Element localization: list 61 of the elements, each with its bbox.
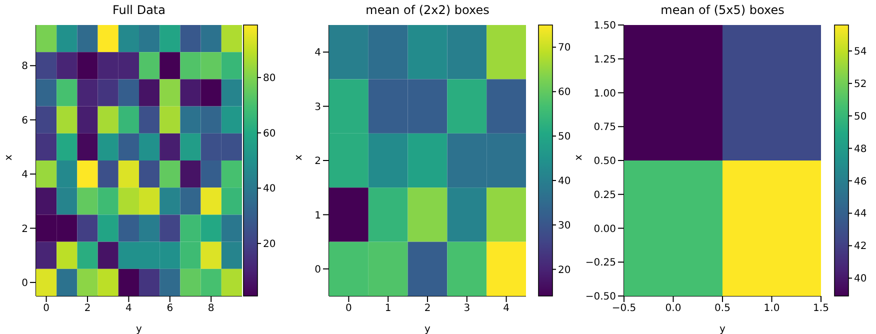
color-bar-label: 44 [854, 208, 867, 220]
chart-title: mean of (2x2) boxes [364, 3, 490, 17]
x-tick-label: 0.5 [714, 303, 730, 314]
x-tick-label: 3 [464, 303, 470, 314]
color-bar-label: 40 [854, 274, 867, 285]
x-tick-label: −0.5 [612, 303, 636, 314]
x-tick-label: 0.0 [665, 303, 682, 314]
color-bar-label: 46 [854, 176, 867, 188]
y-tick-label: 0 [314, 264, 321, 276]
y-axis-title: x [4, 154, 15, 160]
x-tick-label: 1.0 [764, 303, 780, 314]
x-axis-title: y [136, 324, 142, 334]
color-bar-label: 80 [263, 73, 276, 84]
x-tick-label: 0 [43, 303, 50, 314]
x-tick-label: 0 [346, 303, 352, 314]
x-axis-title: y [720, 324, 726, 334]
y-axis-title: x [574, 154, 585, 160]
x-tick-label: 4 [126, 303, 132, 314]
color-bar-label: 20 [558, 264, 571, 276]
x-tick-label: 2 [424, 303, 431, 314]
x-tick-label: 1.5 [813, 303, 829, 314]
color-bar-label: 42 [854, 241, 867, 252]
color-bar-label: 30 [558, 220, 571, 232]
y-tick-label: 1.00 [594, 88, 616, 100]
color-bar-label: 40 [263, 184, 276, 195]
color-bar-label: 52 [854, 78, 867, 90]
x-tick-label: 4 [503, 303, 510, 314]
color-bar-label: 70 [558, 42, 571, 54]
color-bar-label: 54 [854, 46, 867, 58]
color-bar-label: 50 [854, 111, 867, 122]
y-tick-label: 1.50 [594, 20, 616, 32]
y-tick-label: 2 [22, 224, 28, 235]
x-axis-title: y [424, 324, 431, 334]
x-tick-label: 1 [384, 303, 392, 314]
x-tick-label: 8 [208, 303, 214, 314]
y-tick-label: −0.50 [585, 292, 616, 303]
color-bar-label: 60 [558, 87, 571, 98]
y-tick-label: 4 [22, 170, 28, 181]
y-tick-label: −0.25 [585, 258, 616, 269]
chart-title: mean of (5x5) boxes [660, 3, 786, 17]
y-tick-label: 0 [22, 278, 28, 289]
y-tick-label: 0.00 [594, 224, 616, 235]
y-tick-label: 2 [314, 156, 321, 168]
y-tick-label: 0.75 [594, 122, 616, 134]
y-tick-label: 0.50 [594, 156, 616, 168]
color-bar-label: 40 [558, 176, 571, 187]
x-tick-label: 6 [166, 303, 174, 314]
y-tick-label: 3 [314, 102, 321, 113]
chart-title: Full Data [112, 3, 166, 17]
y-tick-label: 6 [22, 115, 28, 126]
y-axis-title: x [294, 154, 305, 160]
color-bar-label: 20 [263, 238, 276, 250]
x-tick-label: 2 [84, 303, 91, 314]
y-tick-label: 4 [314, 48, 321, 59]
color-bar-label: 60 [263, 128, 276, 140]
color-bar-label: 50 [558, 132, 571, 143]
y-tick-label: 1.25 [594, 54, 616, 66]
y-tick-label: 0.25 [594, 190, 616, 201]
y-tick-label: 1 [314, 210, 321, 222]
color-bar-label: 48 [854, 144, 867, 155]
y-tick-label: 8 [22, 61, 28, 72]
